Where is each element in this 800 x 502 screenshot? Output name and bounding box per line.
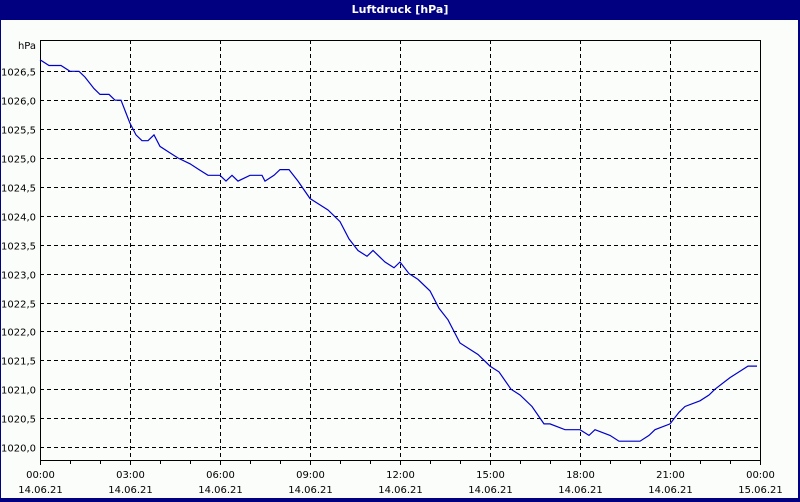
y-tick-label: 1026,0: [1, 97, 36, 108]
line-chart: 1020,0 1020,5 1021,0 1021,5 1022,0 1022,5 1023…: [1, 40, 783, 496]
x-tick-date: 14.06.21: [468, 485, 513, 496]
y-axis-unit-label: hPa: [18, 41, 36, 52]
x-tick-time: 12:00: [386, 470, 415, 481]
pressure-line: [39, 59, 757, 442]
chart-canvas: 1020,0 1020,5 1021,0 1021,5 1022,0 1022,5 1023…: [1, 20, 798, 498]
x-tick-date: 14.06.21: [108, 485, 153, 496]
y-tick-label: 1021,0: [1, 386, 36, 397]
x-tick-date: 14.06.21: [378, 485, 423, 496]
x-tick-date: 14.06.21: [18, 485, 63, 496]
y-tick-label: 1025,5: [1, 126, 36, 137]
y-tick-label: 1022,0: [1, 328, 36, 339]
x-tick-time: 09:00: [296, 470, 325, 481]
y-tick-label: 1025,0: [1, 155, 36, 166]
y-tick-label: 1023,0: [1, 271, 36, 282]
x-tick-date: 14.06.21: [648, 485, 693, 496]
y-tick-label: 1023,5: [1, 242, 36, 253]
y-tick-label: 1024,5: [1, 184, 36, 195]
x-tick-date: 14.06.21: [198, 485, 243, 496]
y-tick-label: 1024,0: [1, 213, 36, 224]
x-tick-date: 15.06.21: [738, 485, 783, 496]
y-tick-label: 1022,5: [1, 300, 36, 311]
y-tick-label: 1026,5: [1, 68, 36, 79]
y-tick-label: 1020,0: [1, 444, 36, 455]
x-tick-time: 21:00: [656, 470, 685, 481]
chart-title: Luftdruck [hPa]: [0, 0, 800, 20]
x-tick-time: 15:00: [476, 470, 505, 481]
x-tick-time: 06:00: [206, 470, 235, 481]
x-tick-time: 03:00: [116, 470, 145, 481]
x-tick-time: 18:00: [566, 470, 595, 481]
x-tick-time: 00:00: [746, 470, 775, 481]
x-tick-date: 14.06.21: [558, 485, 603, 496]
y-tick-label: 1021,5: [1, 357, 36, 368]
x-tick-time: 00:00: [26, 470, 55, 481]
x-tick-date: 14.06.21: [288, 485, 333, 496]
y-tick-label: 1020,5: [1, 415, 36, 426]
